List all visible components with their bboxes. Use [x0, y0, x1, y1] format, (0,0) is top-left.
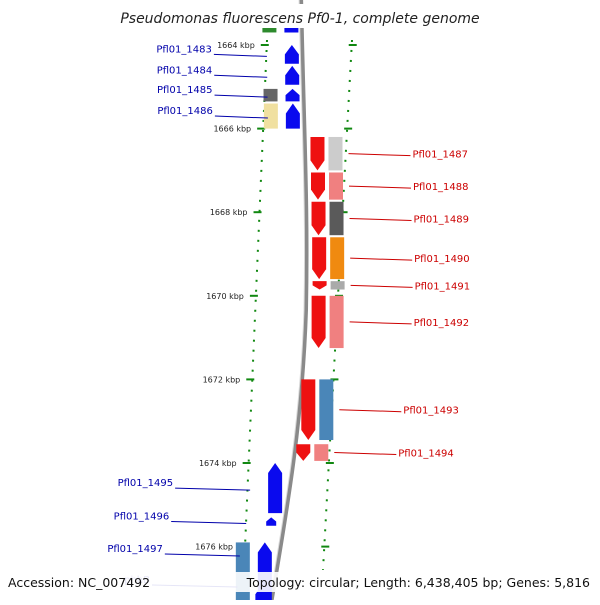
- gene-label[interactable]: Pfl01_1497: [107, 544, 163, 555]
- accession-text: Accession: NC_007492: [8, 575, 150, 590]
- gene-label-leader: [171, 521, 247, 525]
- gene-label[interactable]: Pfl01_1484: [157, 65, 213, 76]
- forward-gene-arrow: [266, 517, 277, 526]
- forward-gene-arrow: [285, 65, 300, 85]
- gene-label-leader: [350, 284, 413, 288]
- gene-label-leader: [349, 217, 412, 221]
- reverse-gene-arrow: [312, 281, 327, 290]
- gene-label-leader: [164, 553, 240, 557]
- map-title: Pseudomonas fluorescens Pf0-1, complete …: [120, 11, 479, 27]
- tick-label: 1664 kbp: [217, 41, 255, 50]
- gene-label-leader: [175, 487, 251, 491]
- gene-category-block: [329, 172, 344, 200]
- gene-label[interactable]: Pfl01_1491: [415, 281, 471, 292]
- gene-category-block: [319, 379, 334, 441]
- reverse-gene-arrow: [311, 201, 326, 236]
- reverse-gene-arrow: [301, 379, 316, 441]
- gene-category-block: [263, 88, 278, 102]
- tick-label: 1672 kbp: [203, 375, 241, 384]
- gene-category-block: [314, 444, 329, 461]
- reverse-gene-arrow: [296, 444, 311, 461]
- reverse-gene-arrow: [311, 172, 326, 200]
- gene-category-block: [328, 136, 343, 171]
- tick-label: 1666 kbp: [213, 125, 251, 134]
- forward-gene-arrow: [268, 463, 283, 514]
- gene-label-leader: [350, 257, 413, 261]
- forward-gene-arrow: [285, 103, 300, 129]
- gene-label-leader: [214, 74, 268, 78]
- reverse-gene-arrow: [311, 295, 326, 349]
- gene-label[interactable]: Pfl01_1492: [414, 318, 470, 329]
- gene-label[interactable]: Pfl01_1493: [403, 406, 459, 417]
- tick-label: 1676 kbp: [195, 543, 233, 552]
- forward-gene-arrow: [285, 88, 300, 102]
- gene-category-block: [329, 295, 344, 349]
- gene-label[interactable]: Pfl01_1490: [414, 254, 470, 265]
- gene-label-leader: [348, 185, 412, 189]
- tick-label: 1668 kbp: [210, 208, 248, 217]
- gene-label[interactable]: Pfl01_1489: [414, 214, 470, 225]
- gene-label-leader: [334, 452, 397, 456]
- tick-label: 1674 kbp: [199, 459, 237, 468]
- gene-label-leader: [214, 94, 268, 98]
- title-background: [110, 4, 490, 28]
- genome-backbone-highlight: [268, 0, 306, 605]
- gene-label-leader: [214, 115, 268, 119]
- gene-category-block: [329, 201, 344, 236]
- gene-label[interactable]: Pfl01_1487: [412, 150, 468, 161]
- genome-backbone: [268, 0, 309, 605]
- gene-label[interactable]: Pfl01_1486: [157, 106, 213, 117]
- topology-text: Topology: circular; Length: 6,438,405 bp…: [246, 575, 590, 590]
- gene-label[interactable]: Pfl01_1494: [398, 449, 454, 460]
- tick-label: 1670 kbp: [206, 292, 244, 301]
- gene-label-leader: [213, 53, 267, 57]
- gene-label[interactable]: Pfl01_1488: [413, 182, 469, 193]
- reverse-strand-genes: [296, 136, 345, 461]
- gene-category-block: [330, 237, 345, 280]
- reverse-gene-arrow: [312, 237, 327, 280]
- gene-label[interactable]: Pfl01_1483: [156, 44, 212, 55]
- gene-label-leader: [349, 321, 412, 325]
- forward-gene-arrow: [284, 45, 299, 64]
- gene-label[interactable]: Pfl01_1496: [114, 512, 170, 523]
- gene-label[interactable]: Pfl01_1495: [118, 478, 174, 489]
- forward-strand-genes: [235, 17, 300, 605]
- gene-label[interactable]: Pfl01_1485: [157, 85, 213, 96]
- gene-category-block: [263, 103, 278, 129]
- gene-label-leader: [339, 409, 402, 413]
- gene-category-block: [330, 281, 345, 290]
- gene-label-leader: [348, 153, 411, 157]
- reverse-gene-arrow: [310, 136, 325, 171]
- footer-background: [0, 572, 600, 592]
